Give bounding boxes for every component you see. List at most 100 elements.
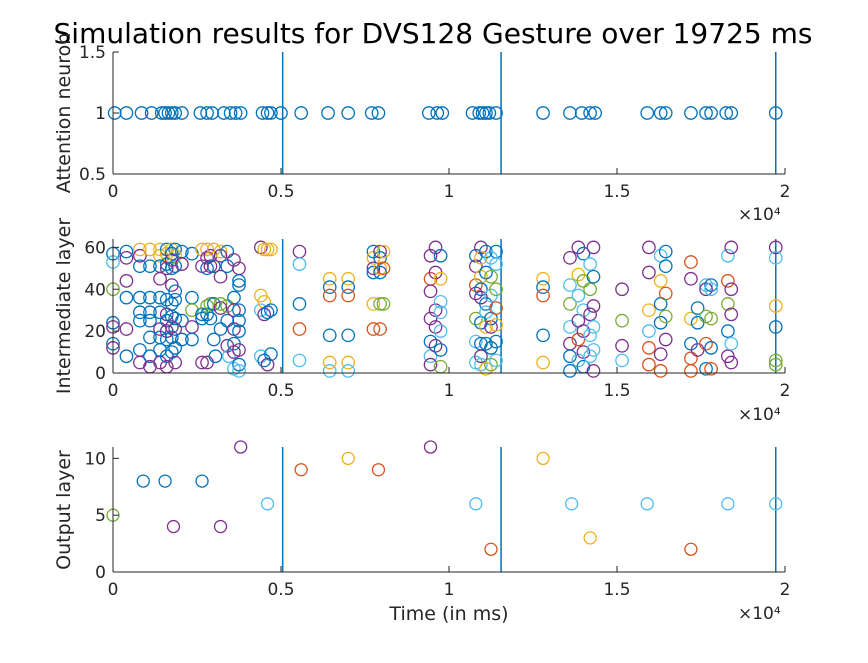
data-point: [699, 106, 713, 120]
data-point: [220, 244, 235, 259]
data-point: [768, 357, 783, 372]
data-point: [341, 288, 356, 303]
data-point: [195, 355, 209, 370]
data-point: [260, 305, 275, 320]
data-point: [479, 106, 493, 120]
data-point: [341, 280, 356, 295]
data-point: [232, 313, 246, 328]
data-point: [423, 334, 438, 349]
data-point: [166, 519, 181, 534]
data-point: [642, 303, 656, 318]
data-point: [721, 274, 735, 288]
data-point: [615, 353, 629, 368]
data-point: [642, 341, 656, 355]
data-point: [143, 330, 157, 345]
data-point: [423, 248, 438, 263]
data-point: [260, 357, 275, 372]
data-point: [136, 474, 150, 488]
data-point: [586, 299, 601, 313]
data-point: [164, 106, 179, 120]
data-point: [433, 324, 448, 338]
data-point: [232, 303, 246, 318]
data-point: [586, 364, 601, 378]
data-point: [469, 311, 483, 326]
data-point: [373, 244, 387, 259]
y-tick-label: 0: [95, 563, 106, 583]
data-point: [684, 271, 698, 286]
data-point: [222, 349, 236, 364]
data-point: [133, 313, 147, 328]
x-tick-label: 1: [444, 182, 455, 202]
x-tick-label: 0.5: [267, 580, 294, 600]
data-point: [260, 242, 275, 257]
data-point: [699, 361, 713, 376]
data-point: [474, 282, 488, 297]
data-point: [366, 297, 381, 311]
data-point: [376, 244, 391, 259]
data-point: [653, 274, 668, 288]
data-point: [588, 106, 603, 120]
data-point: [615, 282, 629, 297]
data-point: [699, 336, 713, 351]
data-point: [143, 259, 157, 274]
data-point: [213, 244, 228, 259]
data-point: [253, 288, 268, 303]
data-point: [563, 297, 577, 311]
data-point: [373, 322, 387, 336]
data-point: [168, 284, 183, 299]
data-point: [175, 106, 189, 120]
data-point: [658, 286, 673, 301]
data-point: [200, 242, 214, 257]
data-point: [119, 349, 134, 364]
data-point: [341, 106, 356, 120]
data-point: [684, 364, 698, 378]
data-point: [164, 345, 179, 359]
data-point: [421, 106, 436, 120]
data-point: [704, 278, 718, 292]
data-point: [724, 106, 739, 120]
data-point: [640, 106, 655, 120]
data-point: [203, 311, 218, 326]
data-point: [563, 320, 577, 334]
data-point: [253, 303, 268, 318]
data-point: [371, 106, 386, 120]
data-point: [433, 271, 448, 286]
data-point: [208, 349, 223, 364]
data-point: [583, 282, 597, 297]
data-point: [175, 257, 189, 271]
data-point: [322, 271, 337, 286]
data-point: [373, 261, 387, 276]
data-point: [768, 240, 783, 255]
data-point: [200, 307, 214, 322]
data-point: [469, 286, 483, 301]
y-tick-label: 1.5: [79, 43, 106, 63]
data-point: [153, 290, 167, 305]
data-point: [133, 290, 147, 305]
data-point: [292, 244, 307, 259]
data-point: [206, 297, 221, 311]
x-tick-label: 0: [108, 381, 119, 401]
data-point: [699, 278, 713, 292]
data-point: [479, 265, 493, 280]
data-point: [423, 311, 438, 326]
data-point: [571, 288, 586, 303]
data-point: [658, 259, 673, 274]
data-point: [704, 361, 718, 376]
x-tick-label: 2: [780, 580, 791, 600]
data-point: [482, 106, 497, 120]
data-point: [322, 355, 337, 370]
data-point: [433, 343, 448, 357]
data-point: [195, 474, 209, 488]
data-point: [119, 274, 134, 288]
y-tick-label: 10: [84, 449, 106, 469]
data-point: [536, 288, 550, 303]
y-axis-label: Output layer: [53, 450, 75, 570]
data-point: [658, 309, 673, 324]
data-point: [721, 324, 735, 338]
data-point: [371, 463, 386, 477]
data-point: [119, 322, 134, 336]
data-point: [719, 106, 734, 120]
data-point: [366, 322, 381, 336]
